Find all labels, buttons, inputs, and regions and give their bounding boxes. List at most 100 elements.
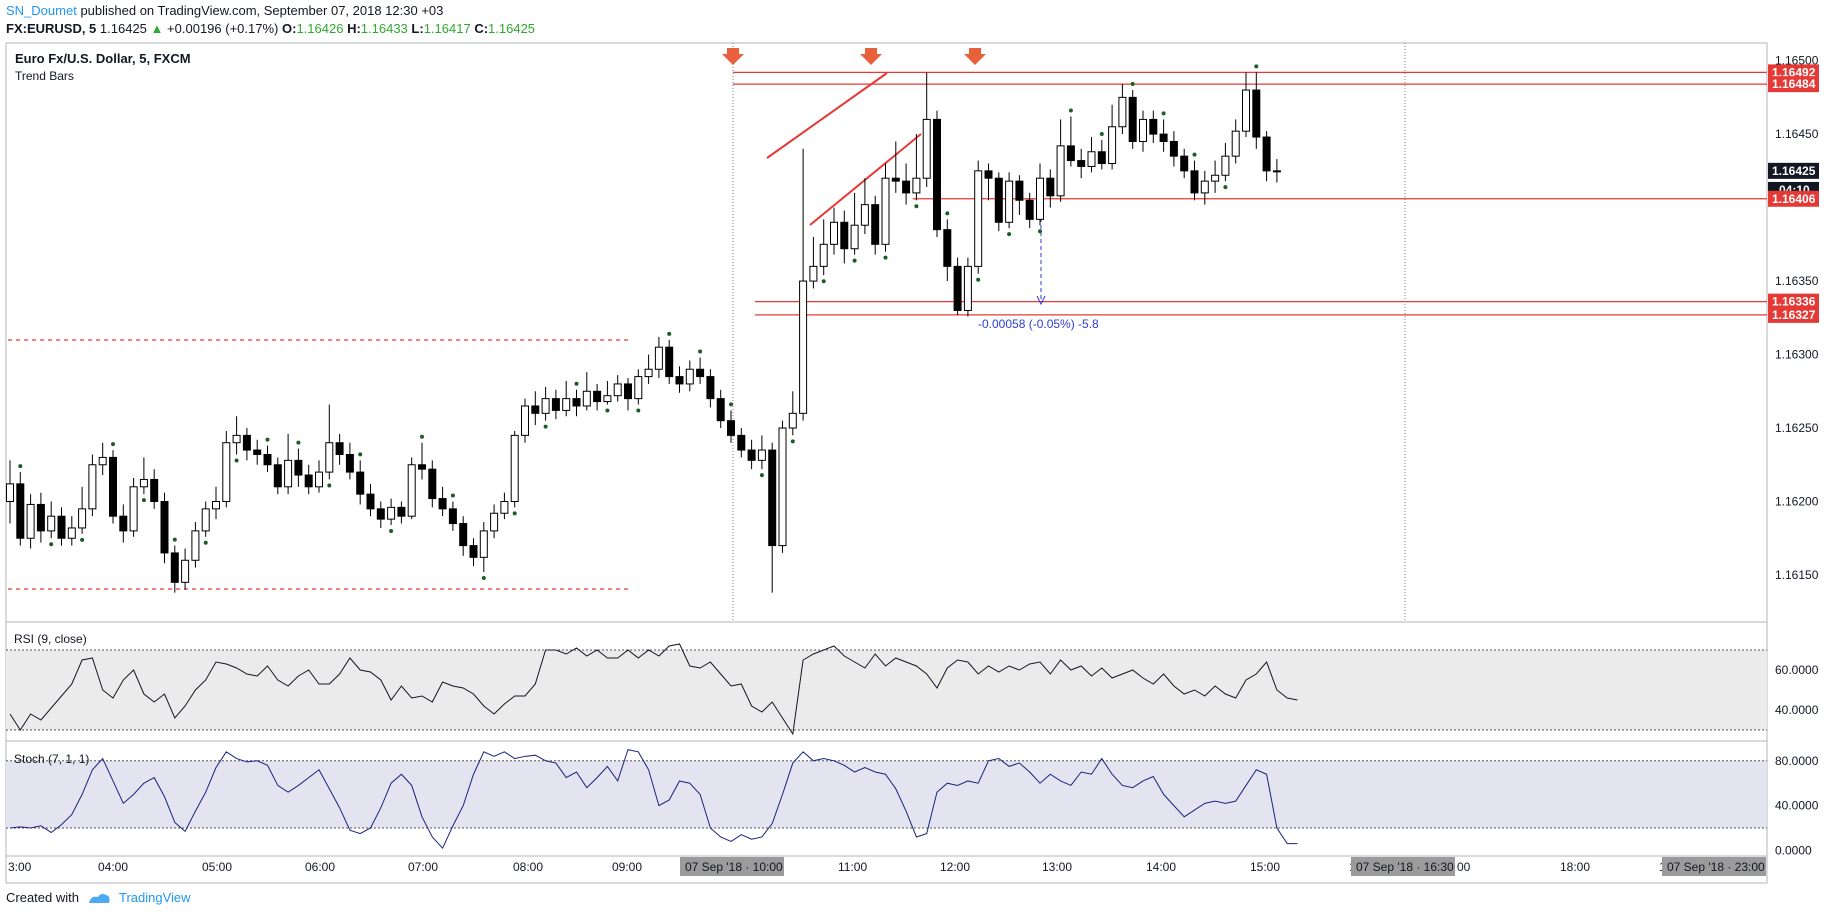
candle-body — [1231, 130, 1240, 157]
high-label: H: — [347, 21, 361, 36]
candle-body — [88, 464, 97, 510]
time-tick-label: 00 — [1457, 860, 1471, 874]
time-tick-label: 09:00 — [612, 860, 642, 874]
candle-body — [830, 221, 838, 245]
rsi-legend: RSI (9, close) — [14, 632, 87, 646]
candle-body — [984, 170, 993, 179]
candle-body — [119, 515, 128, 532]
candle-body — [696, 368, 705, 378]
candle-body — [1097, 151, 1106, 165]
stoch-tick-label: 0.0000 — [1775, 843, 1812, 857]
candle-body — [757, 449, 766, 461]
candle-body — [850, 224, 859, 250]
candle-body — [232, 434, 241, 444]
candle-body — [479, 530, 488, 558]
candle-body — [304, 474, 313, 488]
candle-body — [284, 459, 293, 488]
time-tick-label: 15:00 — [1250, 860, 1280, 874]
trend-dot — [327, 483, 332, 488]
candle-body — [1180, 155, 1189, 172]
author-link[interactable]: SN_Doumet — [6, 3, 77, 18]
price-tick-label: 1.16250 — [1775, 421, 1819, 435]
candle-body — [335, 442, 344, 455]
price-change: +0.00196 (+0.17%) — [167, 21, 279, 36]
trend-dot — [1161, 111, 1166, 116]
trend-dot — [1007, 232, 1012, 237]
candle-body — [273, 464, 282, 488]
price-tick-label: 1.16500 — [1775, 54, 1819, 68]
candle-body — [397, 506, 406, 517]
created-with-label: Created with — [6, 890, 79, 905]
time-tick-label: 3:00 — [8, 860, 32, 874]
candle-body — [139, 478, 148, 488]
trend-dot — [945, 211, 950, 216]
time-tick-label: 08:00 — [513, 860, 543, 874]
candle-body — [799, 280, 808, 414]
trend-dot — [1068, 108, 1073, 113]
candle-body — [953, 265, 962, 311]
candle-body — [376, 508, 385, 520]
price-badge — [1768, 76, 1819, 93]
candle-body — [356, 471, 365, 495]
trend-dot — [389, 529, 394, 534]
trend-dot — [1038, 229, 1042, 234]
candle-body — [1190, 170, 1199, 194]
trend-dot — [914, 204, 919, 209]
candle-body — [1149, 118, 1158, 135]
price-tick-label: 1.16150 — [1775, 568, 1819, 582]
candle-body — [624, 383, 632, 400]
high-value: 1.16433 — [360, 21, 408, 36]
chart-canvas[interactable]: 1.16500 1.16450 1.16350 1.16300 1.16250 1.162… — [0, 0, 1828, 890]
candle-body — [418, 464, 426, 470]
candle-body — [788, 412, 797, 429]
open-label: O: — [281, 21, 297, 36]
instrument-legend: Euro Fx/U.S. Dollar, 5, FXCM — [15, 51, 191, 66]
trend-dot — [481, 576, 486, 581]
trend-dot — [512, 511, 517, 516]
trend-dot — [234, 458, 239, 463]
trend-dot — [141, 498, 146, 503]
candle-body — [129, 486, 138, 532]
candle-body — [428, 468, 437, 500]
candle-body — [1200, 180, 1209, 194]
trend-dot — [698, 349, 703, 354]
trend-dot — [543, 424, 548, 429]
candle-body — [26, 503, 35, 539]
trend-dot — [729, 402, 733, 407]
trend-dot — [450, 493, 455, 498]
candle-body — [448, 508, 457, 525]
trend-dot — [759, 473, 764, 478]
candle-body — [510, 434, 519, 502]
candle-body — [294, 459, 303, 476]
trend-dot — [265, 437, 270, 442]
candle-body — [716, 398, 725, 422]
candle-body — [665, 346, 674, 378]
price-badge-label: 1.16336 — [1772, 295, 1816, 309]
rsi-tick-label: 40.0000 — [1775, 703, 1819, 717]
candle-body — [1046, 177, 1055, 197]
trend-dot — [1130, 82, 1135, 87]
stoch-legend: Stoch (7, 1, 1) — [14, 752, 89, 766]
chart-overlays — [8, 43, 1767, 622]
price-badge-label: 1.16406 — [1772, 192, 1816, 206]
symbol-name: FX:EURUSD, 5 — [6, 21, 97, 36]
last-price: 1.16425 — [99, 21, 147, 36]
rsi-series — [9, 643, 1298, 736]
stoch-tick-label: 80.0000 — [1775, 754, 1819, 768]
trend-dot — [1254, 64, 1259, 69]
candle-body — [572, 398, 581, 407]
trend-dot — [1223, 185, 1228, 190]
channel-upper-line — [766, 72, 888, 159]
candle-body — [685, 368, 694, 385]
candle-body — [1221, 155, 1230, 176]
candle-body — [222, 442, 231, 502]
tradingview-brand-link[interactable]: TradingView — [118, 890, 191, 905]
candle-body — [912, 177, 921, 194]
candle-body — [994, 177, 1003, 223]
stoch-band-fill — [6, 760, 1767, 828]
candle-body — [727, 420, 735, 436]
time-highlight-badge — [1351, 857, 1455, 876]
candle-body — [747, 449, 756, 461]
trend-dot — [605, 408, 610, 413]
candle-body — [170, 552, 179, 583]
